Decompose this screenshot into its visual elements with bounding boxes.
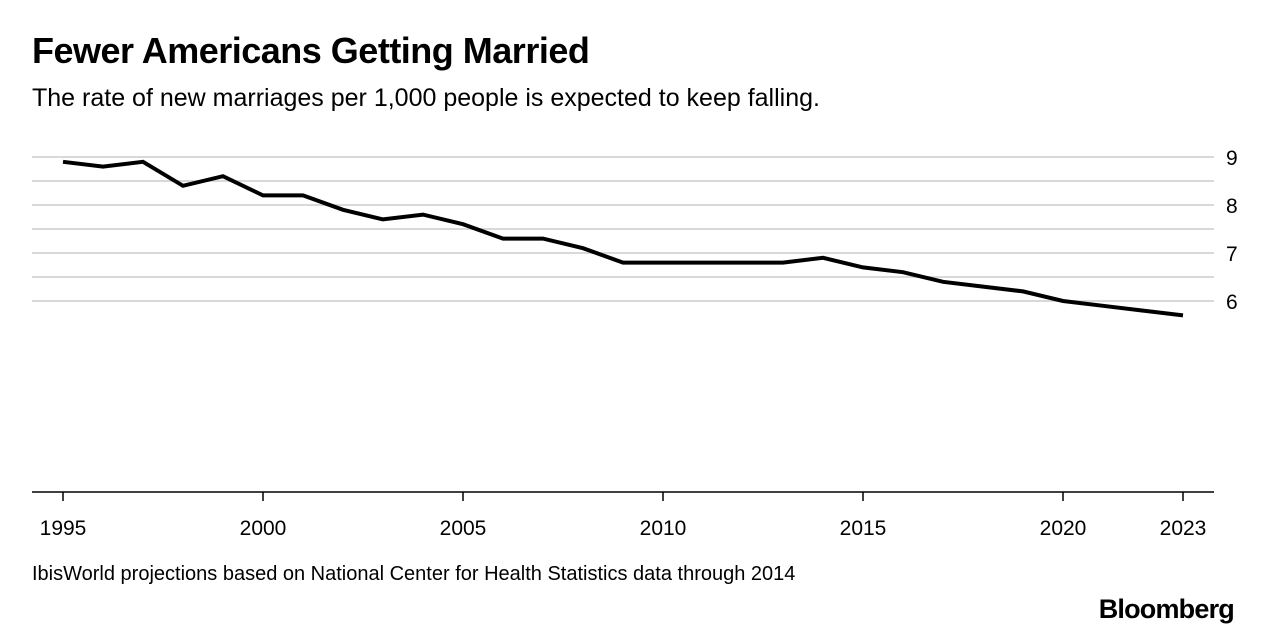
data-point xyxy=(461,222,465,226)
x-tick-label: 1995 xyxy=(40,517,87,540)
x-axis-ticks: 1995 2000 2005 2010 2015 2020 2023 xyxy=(40,492,1207,540)
data-point xyxy=(901,270,905,274)
data-point xyxy=(141,160,145,164)
data-point xyxy=(221,174,225,178)
data-point xyxy=(861,265,865,269)
y-tick-label: 7 xyxy=(1226,243,1238,266)
data-point xyxy=(701,261,705,265)
data-point xyxy=(821,256,825,260)
data-point xyxy=(181,184,185,188)
y-tick-label: 6 xyxy=(1226,291,1238,314)
x-tick-label: 2023 xyxy=(1160,517,1207,540)
x-tick-label: 2015 xyxy=(840,517,887,540)
data-point xyxy=(621,261,625,265)
data-point xyxy=(581,246,585,250)
data-point xyxy=(1181,313,1185,317)
data-point xyxy=(61,160,65,164)
data-point xyxy=(501,237,505,241)
x-tick-label: 2005 xyxy=(440,517,487,540)
x-tick-label: 2020 xyxy=(1040,517,1087,540)
data-point xyxy=(341,208,345,212)
data-point xyxy=(1101,304,1105,308)
data-point xyxy=(301,193,305,197)
data-point xyxy=(541,237,545,241)
data-point xyxy=(981,285,985,289)
series-layer xyxy=(61,159,1185,318)
data-point xyxy=(1061,299,1065,303)
data-point xyxy=(261,193,265,197)
brand-logo: Bloomberg xyxy=(1098,594,1235,624)
x-tick-label: 2010 xyxy=(640,517,687,540)
chart-subtitle: The rate of new marriages per 1,000 peop… xyxy=(32,84,820,112)
data-point xyxy=(421,213,425,217)
y-tick-label: 8 xyxy=(1226,195,1238,218)
data-point xyxy=(661,261,665,265)
data-point xyxy=(781,261,785,265)
data-point xyxy=(101,165,105,169)
data-point xyxy=(741,261,745,265)
data-point xyxy=(381,217,385,221)
source-note: IbisWorld projections based on National … xyxy=(32,563,796,585)
series-line xyxy=(62,159,1184,318)
chart-title: Fewer Americans Getting Married xyxy=(32,30,590,71)
y-axis: 6 7 8 9 xyxy=(1226,147,1238,314)
x-tick-label: 2000 xyxy=(240,517,287,540)
data-point xyxy=(1141,309,1145,313)
y-tick-label: 9 xyxy=(1226,147,1238,170)
data-point xyxy=(1021,289,1025,293)
data-point xyxy=(941,280,945,284)
